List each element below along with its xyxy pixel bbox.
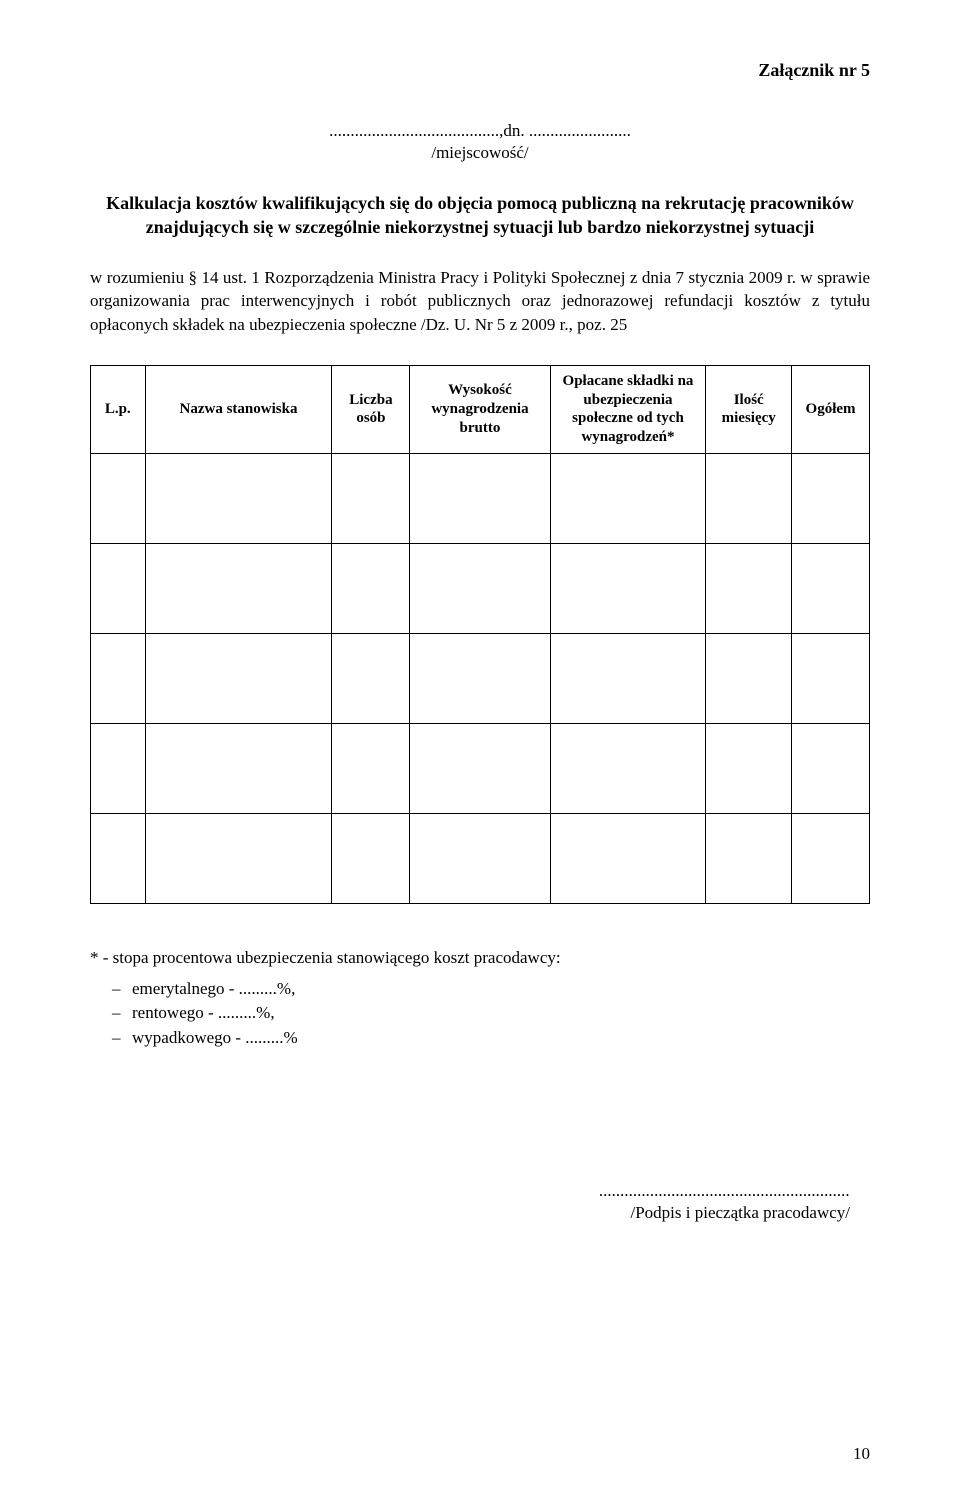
table-cell [706, 453, 792, 543]
attachment-label: Załącznik nr 5 [90, 60, 870, 81]
table-cell [792, 633, 870, 723]
table-cell [410, 633, 550, 723]
col-opl: Opłacane składki na ubezpieczenia społec… [550, 365, 706, 453]
table-cell [145, 633, 332, 723]
table-cell [91, 633, 146, 723]
footnote: * - stopa procentowa ubezpieczenia stano… [90, 946, 870, 1051]
footnote-item: wypadkowego - .........% [136, 1026, 870, 1051]
table-row [91, 633, 870, 723]
table-cell [332, 453, 410, 543]
table-cell [145, 813, 332, 903]
table-cell [145, 453, 332, 543]
table-cell [550, 723, 706, 813]
col-stan: Nazwa stanowiska [145, 365, 332, 453]
table-cell [792, 543, 870, 633]
table-cell [91, 813, 146, 903]
table-cell [410, 453, 550, 543]
table-cell [410, 723, 550, 813]
table-cell [145, 723, 332, 813]
table-cell [550, 633, 706, 723]
table-header-row: L.p. Nazwa stanowiska Liczba osób Wysoko… [91, 365, 870, 453]
table-cell [332, 633, 410, 723]
table-cell [410, 813, 550, 903]
table-row [91, 813, 870, 903]
table-cell [332, 543, 410, 633]
table-cell [706, 633, 792, 723]
date-line: ........................................… [90, 121, 870, 141]
table-cell [332, 813, 410, 903]
table-body [91, 453, 870, 903]
table-cell [550, 453, 706, 543]
signature-label: /Podpis i pieczątka pracodawcy/ [90, 1203, 850, 1223]
table-cell [550, 543, 706, 633]
col-il: Ilość miesięcy [706, 365, 792, 453]
col-lp: L.p. [91, 365, 146, 453]
table-cell [706, 813, 792, 903]
footnote-item: rentowego - .........%, [136, 1001, 870, 1026]
col-wys: Wysokość wynagrodzenia brutto [410, 365, 550, 453]
page-number: 10 [853, 1444, 870, 1464]
signature-dots: ........................................… [90, 1181, 850, 1201]
footnote-item: emerytalnego - .........%, [136, 977, 870, 1002]
signature-block: ........................................… [90, 1181, 870, 1223]
table-cell [550, 813, 706, 903]
table-cell [792, 723, 870, 813]
body-paragraph: w rozumieniu § 14 ust. 1 Rozporządzenia … [90, 266, 870, 337]
footnote-list: emerytalnego - .........%, rentowego - .… [90, 977, 870, 1051]
table-cell [332, 723, 410, 813]
col-og: Ogółem [792, 365, 870, 453]
table-cell [91, 543, 146, 633]
place-label: /miejscowość/ [90, 143, 870, 163]
table-row [91, 453, 870, 543]
table-cell [706, 723, 792, 813]
table-cell [792, 453, 870, 543]
footnote-intro: * - stopa procentowa ubezpieczenia stano… [90, 946, 870, 971]
table-cell [792, 813, 870, 903]
table-cell [410, 543, 550, 633]
cost-table: L.p. Nazwa stanowiska Liczba osób Wysoko… [90, 365, 870, 904]
table-cell [91, 453, 146, 543]
table-cell [91, 723, 146, 813]
table-row [91, 723, 870, 813]
page: Załącznik nr 5 .........................… [0, 0, 960, 1500]
col-licz: Liczba osób [332, 365, 410, 453]
table-cell [145, 543, 332, 633]
document-title: Kalkulacja kosztów kwalifikujących się d… [90, 191, 870, 240]
table-row [91, 543, 870, 633]
table-cell [706, 543, 792, 633]
